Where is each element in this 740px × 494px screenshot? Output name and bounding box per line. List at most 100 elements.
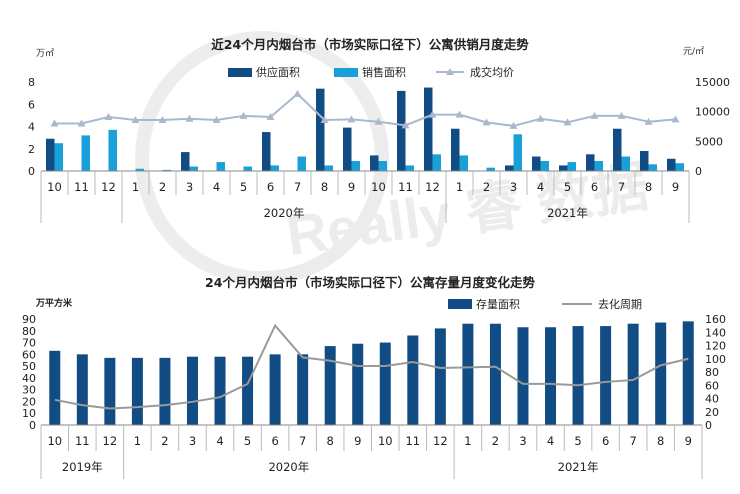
supply-bar bbox=[586, 154, 595, 171]
stock-bar bbox=[572, 326, 584, 425]
cycle-line bbox=[54, 323, 689, 410]
right-tick-label: 0 bbox=[695, 165, 702, 178]
supply-bar bbox=[667, 158, 676, 171]
sales-bar bbox=[270, 165, 279, 171]
stock-bar bbox=[242, 356, 254, 425]
month-label: 3 bbox=[519, 434, 526, 448]
month-label: 7 bbox=[299, 434, 306, 448]
month-label: 6 bbox=[602, 434, 609, 448]
month-label: 6 bbox=[267, 180, 274, 194]
chart1-bars bbox=[46, 87, 684, 171]
supply-bar bbox=[451, 128, 460, 171]
left-tick-label: 50 bbox=[22, 360, 36, 373]
supply-bar bbox=[424, 87, 433, 171]
price-point bbox=[50, 119, 59, 127]
month-label: 9 bbox=[348, 180, 355, 194]
left-tick-label: 80 bbox=[22, 325, 36, 338]
chart1-legend: 供应面积 销售面积 成交均价 bbox=[228, 65, 514, 79]
left-tick-label: 30 bbox=[22, 384, 36, 397]
stock-bar bbox=[600, 326, 612, 425]
month-label: 10 bbox=[47, 180, 62, 194]
month-label: 4 bbox=[216, 434, 223, 448]
month-label: 2 bbox=[161, 434, 168, 448]
right-tick-label: 100 bbox=[705, 353, 726, 366]
stock-bar bbox=[76, 354, 88, 425]
year-label: 2019年 bbox=[62, 460, 103, 474]
chart1-right-axis: 0 5000 10000 15000 bbox=[695, 76, 730, 178]
month-label: 11 bbox=[398, 180, 413, 194]
price-point bbox=[185, 114, 194, 122]
left-tick-label: 0 bbox=[29, 419, 36, 432]
price-point bbox=[563, 118, 572, 126]
month-label: 11 bbox=[74, 180, 89, 194]
left-tick-label: 8 bbox=[28, 76, 35, 89]
month-label: 3 bbox=[189, 434, 196, 448]
stock-bar bbox=[517, 327, 529, 425]
supply-sales-chart: 近24个月内烟台市（市场实际口径下）公寓供销月度走势 万㎡ 元/㎡ 供应面积 销售… bbox=[28, 37, 730, 223]
right-tick-label: 40 bbox=[705, 393, 719, 406]
stock-bar bbox=[297, 354, 309, 425]
left-tick-label: 10 bbox=[22, 407, 36, 420]
year-label: 2020年 bbox=[264, 206, 305, 220]
price-point bbox=[131, 115, 140, 123]
right-tick-label: 60 bbox=[705, 379, 719, 392]
sales-bar bbox=[648, 164, 657, 171]
stock-bar bbox=[489, 323, 501, 425]
left-tick-label: 90 bbox=[22, 313, 36, 326]
month-label: 8 bbox=[327, 434, 334, 448]
sales-bar bbox=[81, 135, 90, 171]
stock-bar bbox=[627, 323, 639, 425]
right-tick-label: 5000 bbox=[695, 135, 723, 148]
supply-bar bbox=[181, 152, 190, 171]
supply-bar bbox=[532, 156, 541, 171]
price-line bbox=[54, 92, 676, 127]
sales-bar bbox=[405, 165, 414, 171]
sales-bar bbox=[459, 155, 468, 171]
supply-bar bbox=[613, 128, 622, 171]
month-label: 8 bbox=[321, 180, 328, 194]
month-label: 11 bbox=[75, 434, 90, 448]
stock-bar bbox=[545, 327, 557, 425]
month-label: 11 bbox=[405, 434, 420, 448]
legend-label-stock: 存量面积 bbox=[476, 297, 520, 311]
supply-bar bbox=[505, 165, 514, 171]
price-point bbox=[590, 111, 599, 119]
sales-bar bbox=[162, 169, 171, 171]
month-label: 8 bbox=[645, 180, 652, 194]
price-point bbox=[644, 117, 653, 125]
right-tick-label: 160 bbox=[705, 313, 726, 326]
sales-bar bbox=[189, 166, 198, 171]
stock-bar bbox=[186, 356, 198, 425]
price-point bbox=[617, 111, 626, 119]
price-point bbox=[347, 115, 356, 123]
month-label: 10 bbox=[371, 180, 386, 194]
left-tick-label: 70 bbox=[22, 337, 36, 350]
right-tick-label: 120 bbox=[705, 340, 726, 353]
month-label: 4 bbox=[537, 180, 544, 194]
sales-bar bbox=[135, 168, 144, 171]
price-point bbox=[428, 110, 437, 118]
sales-bar bbox=[594, 160, 603, 171]
month-label: 7 bbox=[629, 434, 636, 448]
price-point bbox=[455, 110, 464, 118]
sales-bar bbox=[243, 166, 252, 171]
month-label: 6 bbox=[591, 180, 598, 194]
legend-label-sales: 销售面积 bbox=[362, 65, 406, 79]
stock-bar bbox=[159, 357, 171, 425]
stock-bar bbox=[49, 350, 61, 425]
legend-label-price: 成交均价 bbox=[470, 65, 514, 79]
price-point bbox=[401, 121, 410, 129]
month-label: 4 bbox=[547, 434, 554, 448]
right-tick-label: 20 bbox=[705, 406, 719, 419]
sales-bar bbox=[513, 134, 522, 171]
month-label: 2 bbox=[492, 434, 499, 448]
left-tick-label: 2 bbox=[28, 143, 35, 156]
legend-label-cycle: 去化周期 bbox=[598, 297, 642, 311]
stock-bar bbox=[655, 322, 667, 425]
supply-bar bbox=[262, 132, 271, 171]
year-label: 2021年 bbox=[547, 206, 588, 220]
month-label: 12 bbox=[425, 180, 440, 194]
price-point bbox=[374, 117, 383, 125]
month-label: 6 bbox=[271, 434, 278, 448]
